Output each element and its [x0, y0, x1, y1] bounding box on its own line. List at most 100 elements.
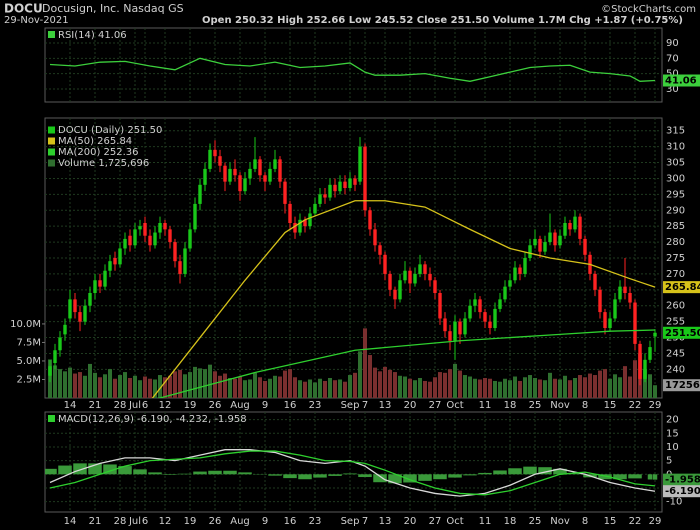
volume-bar	[428, 381, 432, 398]
histogram-bar	[328, 474, 342, 476]
candle-body	[593, 273, 597, 290]
candle-body	[163, 223, 167, 230]
legend-entry: DOCU (Daily) 251.50	[58, 125, 162, 136]
candle-body	[93, 280, 97, 293]
candle-body	[208, 149, 212, 169]
y-tick-label: 90	[666, 38, 679, 49]
volume-bar	[613, 374, 617, 398]
volume-bar	[258, 377, 262, 398]
volume-bar	[248, 379, 252, 398]
volume-bar	[548, 372, 552, 398]
volume-bar	[448, 369, 452, 398]
candle-body	[603, 312, 607, 328]
candle-body	[618, 286, 622, 300]
x-tick-label: 15	[604, 400, 617, 411]
volume-bar	[148, 378, 152, 398]
candle-body	[513, 267, 517, 281]
y-tick-label: 5	[666, 456, 672, 467]
macd-line	[49, 450, 656, 496]
histogram-bar	[523, 466, 537, 475]
x-tick-label: 15	[604, 516, 617, 527]
volume-bar	[68, 367, 72, 398]
histogram-bar	[58, 465, 72, 475]
volume-bar	[223, 373, 227, 398]
x-tick-label: 23	[309, 516, 322, 527]
volume-bar	[533, 378, 537, 398]
candle-body	[488, 321, 492, 328]
histogram-bar	[418, 474, 432, 481]
y-tick-label: 260	[666, 301, 685, 312]
legend-icon	[48, 148, 55, 156]
candle-body	[553, 232, 557, 246]
candle-body	[523, 258, 527, 274]
volume-bar	[208, 364, 212, 398]
candle-body	[288, 203, 292, 223]
candle-body	[468, 305, 472, 319]
candle-body	[203, 168, 207, 185]
volume-bar	[653, 385, 657, 398]
volume-bar	[503, 378, 507, 398]
y-tick-label: 315	[666, 126, 685, 137]
volume-bar	[593, 375, 597, 398]
x-tick-label: Aug	[230, 400, 250, 411]
x-tick-label: 21	[89, 400, 102, 411]
x-tick-label: 29	[649, 400, 662, 411]
candle-body	[253, 159, 257, 169]
candle-body	[88, 293, 92, 306]
volume-bar	[333, 380, 337, 398]
volume-bar	[598, 370, 602, 398]
volume-bar	[578, 375, 582, 398]
volume-bar	[278, 376, 282, 398]
histogram-bar	[313, 474, 327, 478]
candle-body	[218, 156, 222, 166]
histogram-bar	[223, 470, 237, 475]
volume-bar	[128, 378, 132, 398]
y-tick-label: 280	[666, 237, 685, 248]
candle-body	[453, 321, 457, 341]
volume-bar	[398, 375, 402, 398]
volume-bar	[458, 370, 462, 398]
x-tick-label: 29	[649, 516, 662, 527]
histogram-bar	[238, 472, 252, 475]
x-tick-label: 28	[114, 400, 127, 411]
candle-body	[193, 203, 197, 230]
x-tick-label: 20	[404, 400, 417, 411]
candle-body	[508, 280, 512, 287]
candle-body	[428, 273, 432, 281]
histogram-bar	[388, 474, 402, 484]
x-tick-label: Jul	[128, 516, 141, 527]
candle-body	[213, 149, 217, 157]
volume-bar	[338, 379, 342, 398]
volume-bar	[138, 380, 142, 398]
y-tick-label: 285	[666, 221, 685, 232]
candle-body	[83, 305, 87, 322]
x-tick-label: 13	[379, 516, 392, 527]
candle-body	[413, 273, 417, 284]
volume-bar	[523, 377, 527, 398]
candle-body	[353, 178, 357, 185]
histogram-bar	[343, 473, 357, 475]
volume-bar	[468, 376, 472, 398]
candle-body	[183, 248, 187, 274]
volume-bar	[203, 369, 207, 398]
histogram-bar	[103, 464, 117, 475]
candle-body	[483, 312, 487, 322]
volume-bar	[253, 372, 257, 398]
volume-bar	[58, 369, 62, 398]
x-tick-label: 12	[159, 516, 172, 527]
volume-bar	[218, 375, 222, 398]
candle-body	[273, 159, 277, 169]
candle-body	[543, 242, 547, 252]
candle-body	[318, 194, 322, 204]
histogram-bar	[268, 474, 282, 476]
candle-body	[393, 289, 397, 300]
candle-body	[578, 216, 582, 239]
volume-bar	[243, 380, 247, 398]
plot-area	[45, 28, 662, 102]
candle-body	[333, 184, 337, 192]
candle-body	[348, 178, 352, 188]
y-tick-label: 240	[666, 364, 685, 375]
volume-bar	[123, 372, 127, 398]
x-tick-label: 26	[209, 400, 222, 411]
